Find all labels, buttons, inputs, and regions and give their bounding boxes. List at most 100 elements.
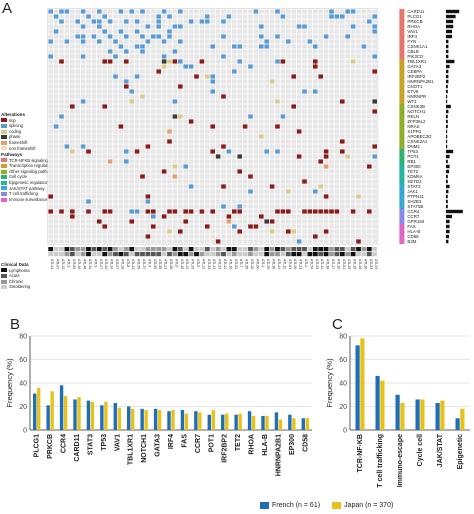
oncoprint-cell [48,239,53,244]
oncoprint-cell [80,79,86,84]
oncoprint-cell [302,74,307,79]
oncoprint-cell [75,144,80,149]
oncoprint-cell [64,44,70,49]
oncoprint-cell [129,69,134,74]
oncoprint-cell [340,24,345,29]
gene-frequency-bar [446,104,451,109]
oncoprint-cell [80,14,86,19]
oncoprint-cell [307,99,313,104]
oncoprint-cell [124,114,129,119]
oncoprint-cell [323,209,329,214]
oncoprint-cell [161,34,167,39]
sample-label: ATL15 [180,259,184,269]
oncoprint-cell [53,184,59,189]
oncoprint-cell [221,199,226,204]
oncoprint-cell [129,79,134,84]
oncoprint-cell [102,144,107,149]
oncoprint-cell [242,59,248,64]
oncoprint-cell [80,69,86,74]
oncoprint-cell [97,139,102,144]
oncoprint-cell [361,109,367,114]
oncoprint-cell [345,79,350,84]
oncoprint-cell [286,144,291,149]
oncoprint-cell [183,9,188,14]
oncoprint-cell [145,144,151,149]
bar-japan [420,399,425,430]
oncoprint-cell [156,14,161,19]
oncoprint-cell [356,94,361,99]
oncoprint-cell [210,119,215,124]
oncoprint-cell [286,59,291,64]
oncoprint-cell [113,229,118,234]
oncoprint-cell [367,214,372,219]
oncoprint-cell [296,19,302,24]
oncoprint-cell [59,239,64,244]
oncoprint-cell [151,184,156,189]
clinical-cell [339,247,345,252]
oncoprint-cell [113,174,118,179]
oncoprint-cell [269,154,275,159]
oncoprint-cell [75,154,80,159]
oncoprint-cell [124,159,129,164]
oncoprint-cell [329,234,334,239]
oncoprint-cell [329,94,334,99]
oncoprint-cell [307,209,313,214]
oncoprint-cell [183,154,188,159]
oncoprint-cell [91,109,97,114]
oncoprint-cell [156,59,161,64]
oncoprint-cell [145,119,151,124]
oncoprint-cell [269,109,275,114]
oncoprint-cell [329,74,334,79]
oncoprint-cell [161,134,167,139]
oncoprint-cell [97,104,102,109]
oncoprint-cell [237,29,242,34]
clinical-cell [237,247,243,252]
oncoprint-cell [113,134,118,139]
oncoprint-cell [307,39,313,44]
oncoprint-cell [242,144,248,149]
oncoprint-cell [296,224,302,229]
oncoprint-cell [172,44,178,49]
oncoprint-cell [334,224,340,229]
sample-label: ATL12 [320,259,324,269]
oncoprint-cell [70,24,75,29]
oncoprint-cell [194,179,199,184]
oncoprint-cell [226,104,232,109]
oncoprint-cell [134,49,140,54]
oncoprint-cell [296,34,302,39]
oncoprint-cell [59,134,64,139]
oncoprint-cell [318,124,323,129]
oncoprint-cell [253,209,259,214]
clinical-legend-label: Chronic [9,278,24,284]
oncoprint-cell [302,29,307,34]
oncoprint-cell [259,149,264,154]
oncoprint-cell [102,104,107,109]
oncoprint-cell [345,44,350,49]
oncoprint-cell [97,214,102,219]
gene-frequency-bar [446,39,449,44]
oncoprint-cell [296,109,302,114]
oncoprint-cell [210,69,215,74]
gene-label: PLCG1 [407,14,422,19]
oncoprint-cell [178,194,183,199]
oncoprint-cell [242,29,248,34]
oncoprint-cell [242,19,248,24]
oncoprint-cell [361,104,367,109]
oncoprint-cell [97,169,102,174]
oncoprint-cell [237,104,242,109]
oncoprint-cell [134,199,140,204]
oncoprint-cell [291,89,296,94]
oncoprint-cell [242,89,248,94]
oncoprint-cell [183,99,188,104]
oncoprint-cell [48,204,53,209]
oncoprint-cell [97,179,102,184]
oncoprint-cell [350,214,356,219]
oncoprint-cell [64,209,70,214]
oncoprint-cell [340,234,345,239]
sample-label: ATL8 [126,259,130,267]
oncoprint-cell [242,209,248,214]
oncoprint-cell [124,34,129,39]
oncoprint-cell [129,29,134,34]
oncoprint-cell [350,229,356,234]
oncoprint-cell [340,164,345,169]
